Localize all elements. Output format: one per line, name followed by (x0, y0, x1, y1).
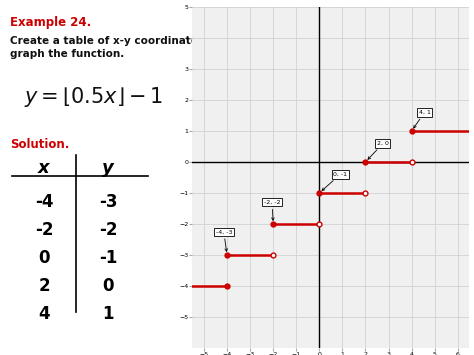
Text: 0, -1: 0, -1 (322, 172, 347, 191)
Text: Create a table of x-y coordinates and
graph the function.: Create a table of x-y coordinates and gr… (10, 36, 230, 59)
Text: y: y (102, 159, 114, 177)
Text: 2, 0: 2, 0 (368, 141, 389, 159)
Text: $y=\lfloor 0.5x \rfloor-1$: $y=\lfloor 0.5x \rfloor-1$ (24, 86, 164, 109)
Text: Example 24.: Example 24. (10, 16, 91, 29)
Text: -3: -3 (99, 193, 118, 211)
Text: -2: -2 (99, 221, 118, 239)
Text: 4: 4 (38, 305, 50, 323)
Text: 2: 2 (38, 277, 50, 295)
Text: Solution.: Solution. (10, 138, 70, 151)
Text: -1: -1 (99, 249, 118, 267)
Text: x: x (38, 159, 50, 177)
Text: -2: -2 (35, 221, 53, 239)
Text: -4, -3: -4, -3 (216, 229, 232, 251)
Text: 0: 0 (38, 249, 50, 267)
Text: 4, 1: 4, 1 (414, 110, 430, 128)
Text: 1: 1 (102, 305, 114, 323)
Text: -4: -4 (35, 193, 53, 211)
Text: 0: 0 (102, 277, 114, 295)
Text: -2, -2: -2, -2 (264, 200, 281, 220)
